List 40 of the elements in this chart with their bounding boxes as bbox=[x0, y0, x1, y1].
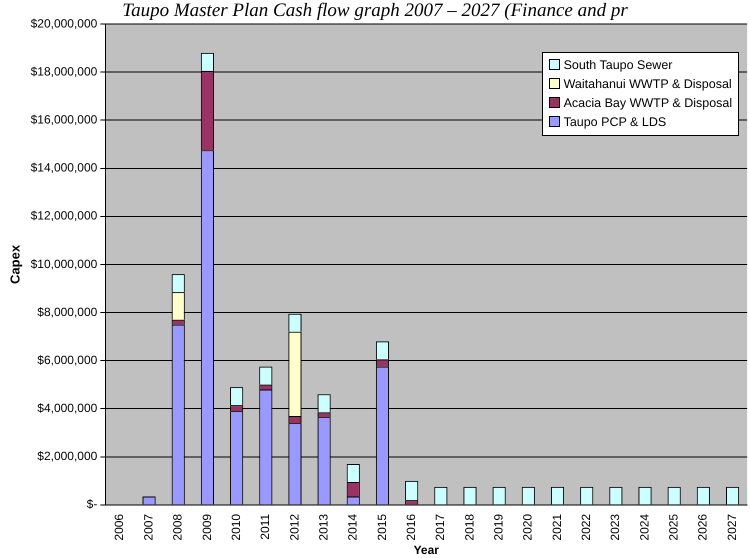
y-tick-label: $18,000,000 bbox=[30, 64, 98, 78]
x-tick-label: 2016 bbox=[404, 514, 418, 541]
y-tick-label: $12,000,000 bbox=[30, 208, 98, 223]
x-tick-label: 2010 bbox=[228, 514, 243, 541]
legend-label: Taupo PCP & LDS bbox=[562, 114, 668, 131]
x-tick-label: 2025 bbox=[666, 514, 681, 541]
x-tick-label: 2023 bbox=[608, 514, 622, 541]
x-tick-label: 2027 bbox=[724, 514, 739, 541]
y-tick-label: $8,000,000 bbox=[37, 304, 98, 319]
legend-label: Acacia Bay WWTP & Disposal bbox=[562, 95, 732, 112]
legend-label: Waitahanui WWTP & Disposal bbox=[562, 76, 732, 93]
x-tick-label: 2009 bbox=[200, 514, 214, 541]
y-tick-label: $- bbox=[86, 497, 98, 512]
x-tick-label: 2026 bbox=[696, 514, 710, 541]
y-tick-label: $14,000,000 bbox=[30, 160, 98, 175]
x-tick-label: 2018 bbox=[462, 514, 476, 541]
y-tick-label: $16,000,000 bbox=[30, 112, 98, 126]
x-tick-label: 2006 bbox=[112, 514, 126, 541]
y-tick-label: $4,000,000 bbox=[37, 401, 98, 416]
x-tick-label: 2014 bbox=[346, 514, 360, 541]
x-tick-label: 2021 bbox=[550, 514, 564, 541]
x-tick-label: 2015 bbox=[374, 514, 389, 541]
legend-label: South Taupo Sewer bbox=[562, 57, 674, 74]
x-axis-title: Year bbox=[414, 543, 440, 558]
x-tick-label: 2024 bbox=[637, 514, 652, 541]
y-tick-label: $6,000,000 bbox=[37, 352, 98, 367]
y-tick-label: $10,000,000 bbox=[30, 256, 98, 271]
chart-title: Taupo Master Plan Cash flow graph 2007 – 2027 (Finance and pr bbox=[122, 0, 628, 21]
y-tick-label: $2,000,000 bbox=[37, 449, 98, 464]
x-tick-label: 2012 bbox=[287, 514, 302, 541]
x-tick-label: 2019 bbox=[491, 514, 506, 541]
y-axis-title: Capex bbox=[7, 244, 22, 284]
x-tick-label: 2011 bbox=[258, 514, 272, 540]
y-tick-label: $20,000,000 bbox=[30, 16, 98, 30]
x-tick-label: 2022 bbox=[579, 514, 593, 541]
x-tick-label: 2017 bbox=[433, 514, 448, 541]
x-tick-label: 2007 bbox=[141, 514, 156, 541]
x-tick-label: 2008 bbox=[170, 514, 185, 541]
x-tick-label: 2020 bbox=[520, 514, 535, 541]
x-tick-label: 2013 bbox=[316, 514, 330, 541]
